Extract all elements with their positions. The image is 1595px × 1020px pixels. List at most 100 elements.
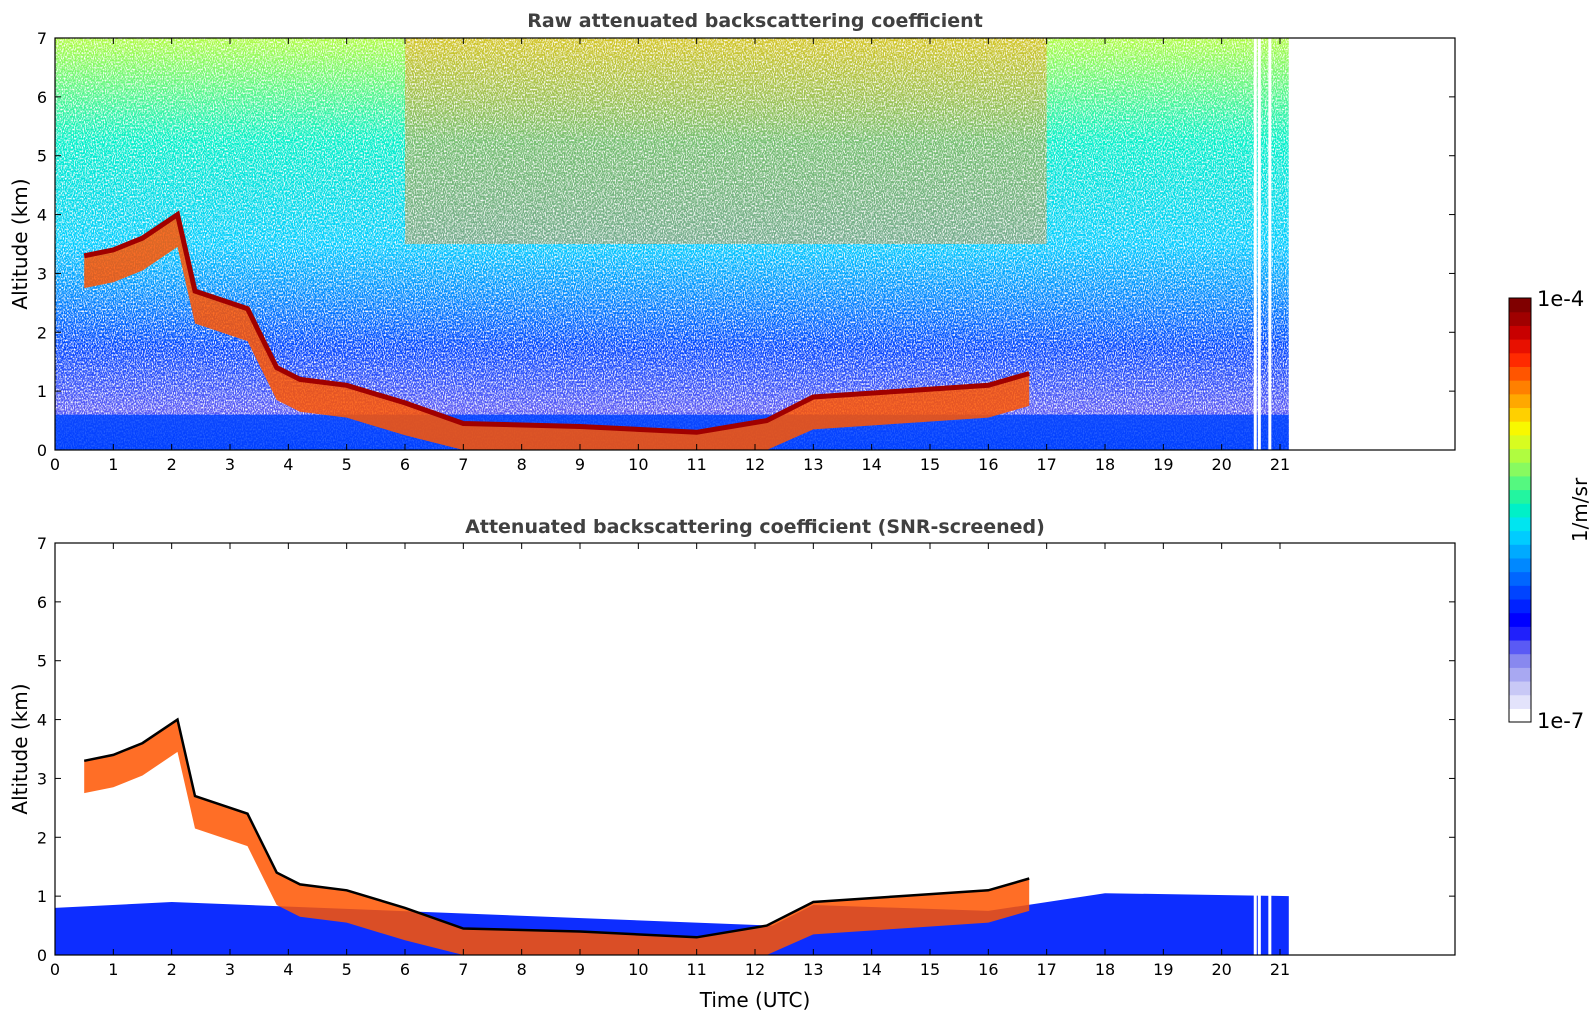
x-tick-label: 8 xyxy=(517,960,527,979)
raw-backscatter-panel: Raw attenuated backscattering coefficien… xyxy=(8,10,1456,474)
y-tick-label: 0 xyxy=(37,441,47,460)
x-tick-label: 9 xyxy=(575,960,585,979)
colorbar-swatch xyxy=(1509,462,1531,477)
x-tick-label: 1 xyxy=(108,960,118,979)
raw-data-gap xyxy=(1257,38,1261,450)
x-tick-label: 7 xyxy=(458,960,468,979)
x-tick-label: 12 xyxy=(745,960,765,979)
y-tick-label: 7 xyxy=(37,29,47,48)
colorbar-swatch xyxy=(1509,366,1531,381)
x-tick-label: 21 xyxy=(1270,455,1290,474)
snr-screened-heatmap xyxy=(55,717,1289,955)
snr-boundary-layer xyxy=(55,893,1289,955)
y-tick-label: 0 xyxy=(37,946,47,965)
x-tick-label: 19 xyxy=(1153,455,1173,474)
y-tick-label: 5 xyxy=(37,652,47,671)
colorbar-swatch xyxy=(1509,339,1531,354)
colorbar-swatch xyxy=(1509,352,1531,367)
colorbar-swatch xyxy=(1509,544,1531,559)
x-tick-label: 20 xyxy=(1211,455,1231,474)
x-tick-label: 17 xyxy=(1036,960,1056,979)
panel1-axes: 0 1 2 3 4 5 6 7 8 9 10 11 12 13 14 15 16 17 18 19 20 21012345… xyxy=(37,29,1455,474)
x-tick-label: 4 xyxy=(283,960,293,979)
colorbar-swatch xyxy=(1509,557,1531,573)
x-tick-label: 0 xyxy=(50,960,60,979)
colorbar-swatch xyxy=(1509,680,1531,696)
panel1-ylabel: Altitude (km) xyxy=(8,178,32,309)
colorbar-max-label: 1e-4 xyxy=(1537,287,1584,311)
colorbar-swatch xyxy=(1509,489,1531,504)
y-tick-label: 3 xyxy=(37,769,47,788)
snr-screened-panel: Attenuated backscattering coefficient (S… xyxy=(8,516,1456,1012)
panel2-axes: 0 1 2 3 4 5 6 7 8 9 10 11 12 13 14 15 16 17 18 19 20 21012345… xyxy=(37,534,1455,979)
raw-data-gap xyxy=(1268,38,1272,450)
x-tick-label: 13 xyxy=(803,455,823,474)
raw-cloud-top xyxy=(83,210,1030,435)
x-tick-label: 6 xyxy=(400,960,410,979)
panel2-title: Attenuated backscattering coefficient (S… xyxy=(465,516,1045,538)
x-tick-label: 2 xyxy=(167,960,177,979)
x-tick-label: 10 xyxy=(628,455,648,474)
x-tick-label: 21 xyxy=(1270,960,1290,979)
x-tick-label: 11 xyxy=(686,455,706,474)
panel1-title: Raw attenuated backscattering coefficien… xyxy=(527,10,983,32)
x-tick-label: 12 xyxy=(745,455,765,474)
x-tick-label: 0 xyxy=(50,455,60,474)
x-tick-label: 9 xyxy=(575,455,585,474)
x-tick-label: 11 xyxy=(686,960,706,979)
x-tick-label: 3 xyxy=(225,960,235,979)
y-tick-label: 4 xyxy=(37,711,47,730)
y-tick-label: 6 xyxy=(37,88,47,107)
y-tick-label: 1 xyxy=(37,887,47,906)
colorbar-swatch xyxy=(1509,612,1531,627)
colorbar-swatch xyxy=(1509,421,1531,436)
x-tick-label: 13 xyxy=(803,960,823,979)
y-tick-label: 2 xyxy=(37,828,47,847)
x-tick-label: 5 xyxy=(342,455,352,474)
x-tick-label: 15 xyxy=(920,960,940,979)
x-tick-label: 17 xyxy=(1036,455,1056,474)
colorbar-swatch xyxy=(1509,434,1531,450)
raw-speckle xyxy=(55,38,1289,450)
colorbar-min-label: 1e-7 xyxy=(1537,709,1584,733)
snr-cloud-top xyxy=(83,717,1030,939)
colorbar-swatch xyxy=(1509,653,1531,668)
colorbar-swatch xyxy=(1509,639,1531,655)
x-tick-label: 2 xyxy=(167,455,177,474)
y-tick-label: 2 xyxy=(37,323,47,342)
raw-cloud-body xyxy=(84,214,1030,450)
colorbar-swatch xyxy=(1509,516,1531,532)
colorbar-swatches xyxy=(1509,298,1531,723)
x-tick-label: 6 xyxy=(400,455,410,474)
colorbar-swatch xyxy=(1509,393,1531,409)
x-tick-label: 18 xyxy=(1095,960,1115,979)
colorbar-frame xyxy=(1508,297,1532,723)
colorbar-swatch xyxy=(1509,530,1531,545)
x-tick-label: 5 xyxy=(342,960,352,979)
colorbar-swatch xyxy=(1509,380,1531,395)
snr-data-gap xyxy=(1257,884,1261,955)
x-tick-label: 7 xyxy=(458,455,468,474)
raw-backscatter-heatmap xyxy=(55,38,1289,450)
panel2-ylabel: Altitude (km) xyxy=(8,683,32,814)
colorbar-swatch xyxy=(1509,708,1531,723)
y-tick-label: 1 xyxy=(37,382,47,401)
colorbar: 1e-4 1e-7 1/m/sr xyxy=(1508,287,1592,733)
panel2-xlabel: Time (UTC) xyxy=(699,988,811,1012)
snr-data-gap xyxy=(1253,884,1257,955)
raw-data-gap xyxy=(1253,38,1257,450)
x-tick-label: 16 xyxy=(978,960,998,979)
colorbar-swatch xyxy=(1509,667,1531,682)
panel2-frame xyxy=(54,542,1456,956)
y-tick-label: 5 xyxy=(37,147,47,166)
y-tick-label: 7 xyxy=(37,534,47,553)
x-tick-label: 3 xyxy=(225,455,235,474)
y-tick-label: 3 xyxy=(37,264,47,283)
colorbar-swatch xyxy=(1509,694,1531,709)
colorbar-swatch xyxy=(1509,571,1531,586)
x-tick-label: 14 xyxy=(861,455,881,474)
colorbar-swatch xyxy=(1509,325,1531,340)
colorbar-swatch xyxy=(1509,311,1531,326)
colorbar-swatch xyxy=(1509,298,1531,313)
